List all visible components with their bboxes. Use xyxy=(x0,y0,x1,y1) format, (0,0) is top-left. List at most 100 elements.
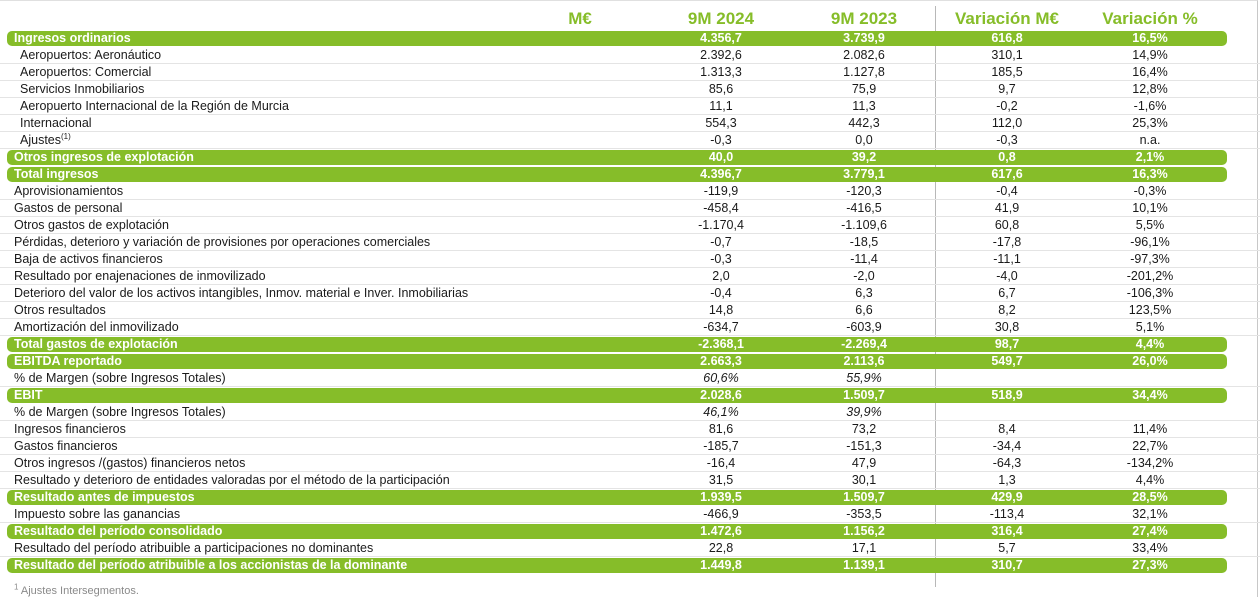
value-9m-2024: 4.396,7 xyxy=(700,167,742,181)
row-label-text: Otros resultados xyxy=(14,303,106,317)
value-variation-percent: -134,2% xyxy=(1126,456,1174,470)
row-label: Impuesto sobre las ganancias xyxy=(14,506,180,523)
value-9m-2023: -416,5 xyxy=(846,201,882,215)
value-variation-percent: 32,1% xyxy=(1132,507,1168,521)
table-row: Amortización del inmovilizado -634,7 -603,… xyxy=(0,319,1260,336)
value-9m-2023: -18,5 xyxy=(849,235,879,249)
value-9m-2023: -603,9 xyxy=(846,320,882,334)
value-variation-percent: 11,4% xyxy=(1132,422,1168,436)
row-label-text: EBITDA reportado xyxy=(14,354,122,368)
header-unit: M€ xyxy=(568,9,592,28)
value-9m-2023: 1.509,7 xyxy=(843,490,885,504)
row-label-text: Ingresos ordinarios xyxy=(14,31,131,45)
value-9m-2024: 554,3 xyxy=(705,116,737,130)
table-row-highlight: Total gastos de explotación -2.368,1 -2.26… xyxy=(0,336,1260,353)
table-row: Servicios Inmobiliarios 85,6 75,9 9,7 12,8% xyxy=(0,81,1260,98)
value-variation-percent: -0,3% xyxy=(1133,184,1167,198)
row-label: % de Margen (sobre Ingresos Totales) xyxy=(14,404,226,421)
row-label: Aeropuertos: Comercial xyxy=(20,64,151,81)
value-9m-2024: -0,3 xyxy=(710,133,732,147)
value-variation-amount: -11,1 xyxy=(993,252,1021,266)
row-label-text: Pérdidas, deterioro y variación de provi… xyxy=(14,235,431,249)
row-label-text: Resultado del período atribuible a los a… xyxy=(14,558,408,572)
value-9m-2024: -458,4 xyxy=(703,201,739,215)
value-variation-amount: 6,7 xyxy=(998,286,1016,300)
value-9m-2023: 47,9 xyxy=(851,456,877,470)
table-row: Otros resultados 14,8 6,6 8,2 123,5% xyxy=(0,302,1260,319)
row-label: Internacional xyxy=(20,115,92,132)
value-9m-2024: 1.449,8 xyxy=(700,558,742,572)
table-row-highlight: Total ingresos 4.396,7 3.779,1 617,6 16,3% xyxy=(0,166,1260,183)
value-variation-amount: 30,8 xyxy=(994,320,1020,334)
row-label-text: Baja de activos financieros xyxy=(14,252,163,266)
table-row-highlight: Resultado del período atribuible a los a… xyxy=(0,557,1260,574)
value-9m-2024: 11,1 xyxy=(709,99,733,113)
value-variation-amount: 8,2 xyxy=(998,303,1016,317)
row-label: Aeropuerto Internacional de la Región de… xyxy=(20,98,289,115)
value-variation-percent: 2,1% xyxy=(1135,150,1165,164)
row-label: Resultado antes de impuestos xyxy=(14,489,195,506)
value-variation-amount: -4,0 xyxy=(996,269,1018,283)
value-variation-amount: 429,9 xyxy=(991,490,1023,504)
value-9m-2024: 1.939,5 xyxy=(700,490,742,504)
row-label-text: Resultado y deterioro de entidades valor… xyxy=(14,473,450,487)
table-row: Aprovisionamientos -119,9 -120,3 -0,4 -0,3% xyxy=(0,183,1260,200)
table-row: Impuesto sobre las ganancias -466,9 -353,5… xyxy=(0,506,1260,523)
footnote-text: Ajustes Intersegmentos. xyxy=(20,585,139,597)
row-label-text: Resultado antes de impuestos xyxy=(14,490,195,504)
table-row: Pérdidas, deterioro y variación de provi… xyxy=(0,234,1260,251)
row-label-text: Deterioro del valor de los activos intan… xyxy=(14,286,469,300)
value-variation-percent: -96,1% xyxy=(1130,235,1170,249)
row-label: Otros resultados xyxy=(14,302,106,319)
table-row: Deterioro del valor de los activos intan… xyxy=(0,285,1260,302)
value-variation-percent: n.a. xyxy=(1139,133,1161,147)
value-9m-2023: 39,2 xyxy=(851,150,877,164)
value-9m-2024: -119,9 xyxy=(703,184,739,198)
value-9m-2024: -0,3 xyxy=(710,252,732,266)
value-9m-2023: 73,2 xyxy=(851,422,877,436)
value-variation-percent: -1,6% xyxy=(1133,99,1167,113)
value-9m-2024: -0,7 xyxy=(710,235,732,249)
value-9m-2023: -2.269,4 xyxy=(841,337,887,351)
value-9m-2024: 85,6 xyxy=(708,82,734,96)
row-label: Pérdidas, deterioro y variación de provi… xyxy=(14,234,430,251)
value-variation-percent: 25,3% xyxy=(1132,116,1168,130)
value-9m-2023: 1.509,7 xyxy=(843,388,885,402)
value-variation-percent: 12,8% xyxy=(1132,82,1168,96)
value-variation-amount: -0,4 xyxy=(996,184,1018,198)
value-variation-percent: 4,4% xyxy=(1135,473,1165,487)
row-label-text: Total gastos de explotación xyxy=(14,337,178,351)
table-row-highlight: Otros ingresos de explotación 40,0 39,2 0,8… xyxy=(0,149,1260,166)
value-variation-amount: 41,9 xyxy=(994,201,1020,215)
row-label: Otros ingresos de explotación xyxy=(14,149,194,166)
value-9m-2023: 3.779,1 xyxy=(843,167,885,181)
value-9m-2024: 2.028,6 xyxy=(700,388,742,402)
value-9m-2023: 2.113,6 xyxy=(843,354,885,368)
value-9m-2023: -1.109,6 xyxy=(841,218,887,232)
row-label-text: Aeropuertos: Comercial xyxy=(20,65,152,79)
value-variation-percent: 27,3% xyxy=(1132,558,1168,572)
value-9m-2023: 0,0 xyxy=(855,133,873,147)
table-row-highlight: Resultado del período consolidado 1.472,6… xyxy=(0,523,1260,540)
row-label: Total gastos de explotación xyxy=(14,336,178,353)
value-9m-2024: 22,8 xyxy=(708,541,734,555)
row-label-text: Ingresos financieros xyxy=(14,422,126,436)
value-9m-2024: -634,7 xyxy=(703,320,739,334)
value-9m-2024: 2,0 xyxy=(712,269,730,283)
header-variation-amount: Variación M€ xyxy=(955,9,1059,28)
value-9m-2023: -151,3 xyxy=(846,439,882,453)
table-row: Internacional 554,3 442,3 112,0 25,3% xyxy=(0,115,1260,132)
table-row: Otros ingresos /(gastos) financieros net… xyxy=(0,455,1260,472)
value-9m-2024: 4.356,7 xyxy=(700,31,742,45)
value-variation-percent: -97,3% xyxy=(1130,252,1170,266)
value-9m-2024: -1.170,4 xyxy=(698,218,744,232)
row-label: Ingresos ordinarios xyxy=(14,30,131,47)
row-label: Deterioro del valor de los activos intan… xyxy=(14,285,468,302)
value-9m-2023: 2.082,6 xyxy=(843,48,885,62)
value-variation-percent: 22,7% xyxy=(1132,439,1168,453)
value-9m-2023: 6,3 xyxy=(855,286,873,300)
value-9m-2024: -0,4 xyxy=(710,286,732,300)
value-variation-percent: 16,3% xyxy=(1132,167,1168,181)
value-9m-2023: -353,5 xyxy=(846,507,882,521)
value-9m-2024: 60,6% xyxy=(703,371,739,385)
